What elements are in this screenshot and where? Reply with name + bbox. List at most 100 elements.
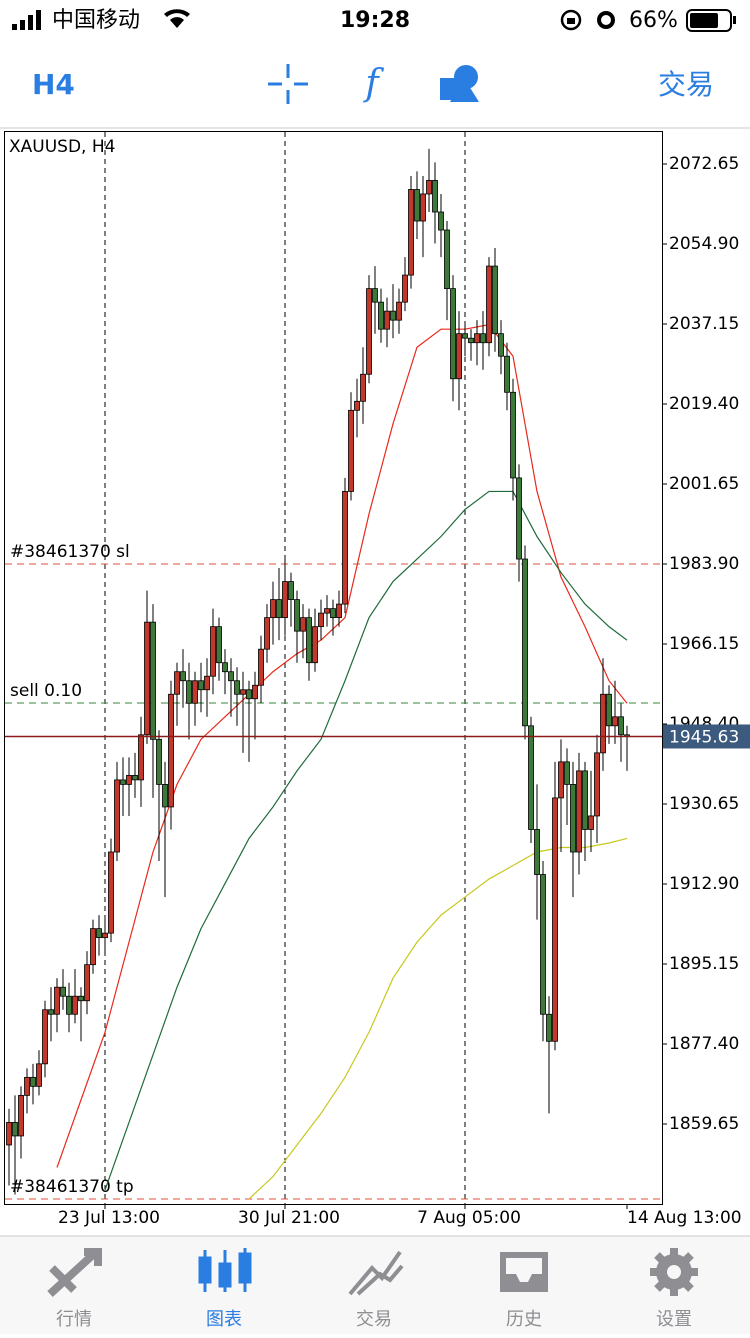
candle-body xyxy=(516,477,522,560)
order-label: #38461370 sl xyxy=(10,542,130,562)
moving-average xyxy=(56,324,628,1168)
trade-button[interactable]: 交易 xyxy=(658,68,714,101)
candle-body xyxy=(552,797,558,1042)
candle-body xyxy=(138,734,144,781)
candle-body xyxy=(120,779,126,785)
candle-body xyxy=(618,716,624,736)
candle-body xyxy=(414,189,420,222)
candle-body xyxy=(600,693,606,754)
candle-body xyxy=(36,1063,42,1087)
chart-title: XAUUSD, H4 xyxy=(9,137,115,157)
candle-body xyxy=(588,815,594,830)
candle-body xyxy=(132,774,138,781)
candle-body xyxy=(336,603,342,619)
candle-body xyxy=(84,964,90,1002)
candle-body xyxy=(126,774,132,785)
candle-body xyxy=(474,333,480,344)
candle-body xyxy=(606,693,612,727)
candle-body xyxy=(408,189,414,276)
candle-body xyxy=(432,180,438,213)
y-tick-label: 1930.65 xyxy=(669,794,739,814)
candle-body xyxy=(18,1094,24,1137)
indicators-button[interactable]: f xyxy=(362,63,384,104)
candle-body xyxy=(192,680,198,704)
candle-body xyxy=(108,851,114,934)
order-label: sell 0.10 xyxy=(10,681,82,701)
candle-body xyxy=(252,684,258,700)
candle-body xyxy=(42,1009,48,1065)
candle-body xyxy=(504,355,510,393)
candle-body xyxy=(204,675,210,691)
candle-body xyxy=(582,770,588,830)
candle-body xyxy=(288,581,294,601)
candle-body xyxy=(48,1009,54,1015)
tab-label[interactable]: 历史 xyxy=(506,1309,542,1330)
objects-button[interactable] xyxy=(440,65,479,102)
candle-body xyxy=(90,928,96,966)
candle-body xyxy=(30,1076,36,1087)
candle-body xyxy=(300,617,306,632)
candle-body xyxy=(318,612,324,628)
battery-level: 66% xyxy=(629,8,678,33)
candle-body xyxy=(510,391,516,479)
order-label: #38461370 tp xyxy=(10,1177,134,1197)
y-tick-label: 2072.65 xyxy=(669,154,739,174)
candle-body xyxy=(372,288,378,303)
candle-body xyxy=(456,333,462,380)
candle-body xyxy=(234,680,240,695)
candle-body xyxy=(240,689,246,695)
candle-body xyxy=(162,783,168,808)
candle-body xyxy=(222,662,228,673)
y-tick-label: 1895.15 xyxy=(669,954,739,974)
candle-body xyxy=(540,874,546,1015)
crosshair-button[interactable] xyxy=(268,64,308,104)
status-bar: 中国移动 19:28 66% xyxy=(12,8,736,33)
candle-body xyxy=(186,680,192,704)
candle-body xyxy=(24,1076,30,1096)
clock: 19:28 xyxy=(340,8,410,33)
candle-body xyxy=(54,986,60,1015)
candle-body xyxy=(180,671,186,682)
candle-body xyxy=(366,288,372,375)
candle-body xyxy=(60,986,66,997)
candle-body xyxy=(576,770,582,853)
y-tick-label: 2019.40 xyxy=(669,394,739,414)
candle-body xyxy=(570,783,576,853)
candle-body xyxy=(594,752,600,817)
timeframe-button[interactable]: H4 xyxy=(32,68,75,101)
candle-body xyxy=(156,738,162,785)
candle-body xyxy=(150,621,156,740)
candle-body xyxy=(114,779,120,853)
candle-body xyxy=(246,689,252,700)
candle-body xyxy=(174,671,180,695)
candle-body xyxy=(12,1122,18,1137)
y-tick-label: 2054.90 xyxy=(669,234,739,254)
candle-body xyxy=(486,265,492,344)
plot-frame xyxy=(4,131,663,1205)
candle-body xyxy=(294,599,300,632)
y-tick-label: 1983.90 xyxy=(669,554,739,574)
candle-body xyxy=(216,626,222,664)
candle-body xyxy=(360,373,366,402)
candle-body xyxy=(324,608,330,614)
candle-body xyxy=(144,621,150,736)
y-tick-label: 1966.15 xyxy=(669,634,739,654)
x-tick-label: 23 Jul 13:00 xyxy=(58,1208,160,1228)
candle-body xyxy=(546,1013,552,1042)
candle-body xyxy=(462,333,468,339)
candle-body xyxy=(78,995,84,1002)
candle-body xyxy=(492,265,498,335)
candle-body xyxy=(384,310,390,330)
candle-body xyxy=(420,193,426,222)
candle-body xyxy=(378,301,384,330)
candle-body xyxy=(198,680,204,691)
tab-label[interactable]: 图表 xyxy=(206,1309,242,1330)
y-tick-label: 1877.40 xyxy=(669,1034,739,1054)
tab-label[interactable]: 交易 xyxy=(356,1309,392,1330)
y-tick-label: 1859.65 xyxy=(669,1114,739,1134)
candle-body xyxy=(258,648,264,686)
tab-label[interactable]: 行情 xyxy=(56,1309,92,1330)
candle-body xyxy=(468,337,474,344)
tab-label[interactable]: 设置 xyxy=(656,1309,692,1330)
